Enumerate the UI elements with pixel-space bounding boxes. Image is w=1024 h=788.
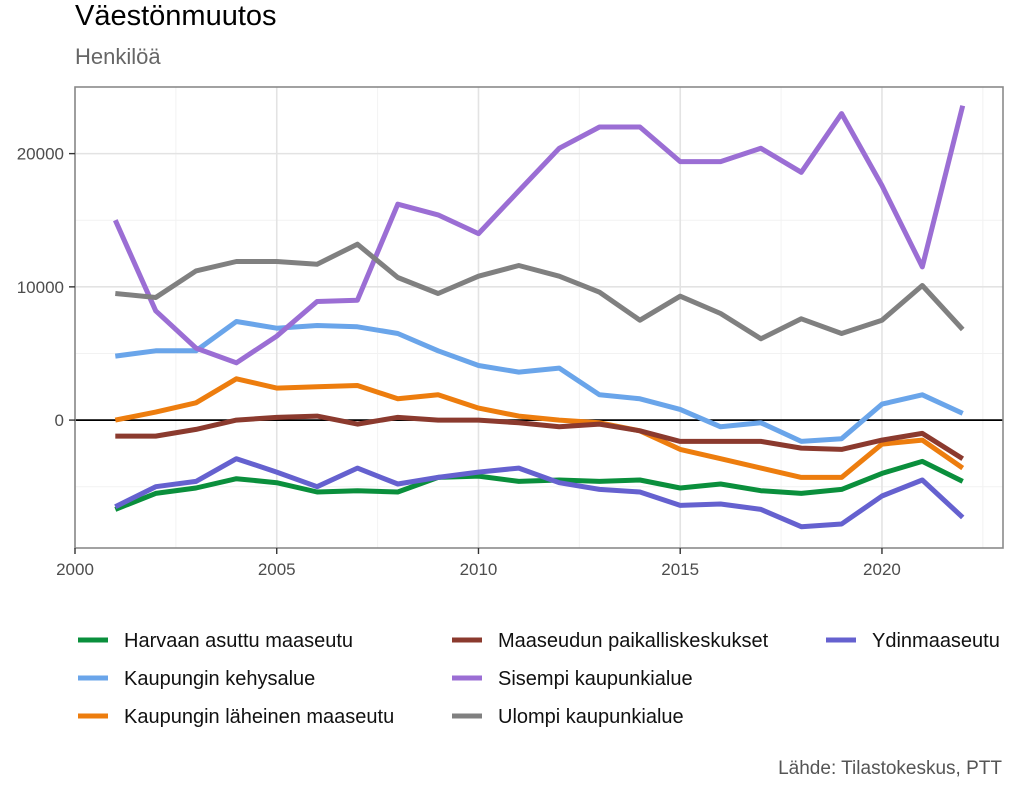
legend: Harvaan asuttu maaseutu Kaupungin kehysal… [78, 630, 1000, 728]
x-tick-label: 2020 [863, 560, 901, 579]
y-tick-label: 0 [55, 411, 64, 430]
x-tick-label: 2005 [258, 560, 296, 579]
legend-label: Ulompi kaupunkialue [498, 706, 684, 728]
legend-item-5: Sisempi kaupunkialue [452, 668, 693, 690]
legend-item-3: Kaupungin läheinen maaseutu [78, 706, 394, 728]
legend-item-7: Ydinmaaseutu [826, 630, 1000, 652]
legend-label: Sisempi kaupunkialue [498, 668, 693, 690]
series-line-5 [113, 105, 966, 366]
chart-title: Väestönmuutos [75, 0, 277, 32]
series-line-4 [115, 413, 965, 461]
series-line-7 [114, 456, 965, 530]
series-line-3 [114, 376, 965, 480]
series-line-1 [114, 458, 964, 512]
legend-label: Kaupungin kehysalue [124, 668, 315, 690]
series-line-6 [115, 241, 965, 342]
axis-layer: 2000 2005 2010 2015 2020 0 10000 20000 [17, 145, 901, 579]
series-line-2 [114, 319, 964, 444]
y-tick-label: 20000 [17, 145, 64, 164]
panel-border [74, 86, 1004, 549]
x-tick-label: 2000 [56, 560, 94, 579]
legend-label: Kaupungin läheinen maaseutu [124, 706, 394, 728]
x-tick-label: 2015 [661, 560, 699, 579]
legend-item-4: Maaseudun paikalliskeskukset [452, 630, 769, 652]
series-layer [113, 105, 966, 530]
legend-label: Harvaan asuttu maaseutu [124, 630, 353, 652]
chart-subtitle: Henkilöä [75, 44, 161, 69]
y-tick-label: 10000 [17, 278, 64, 297]
legend-item-2: Kaupungin kehysalue [78, 668, 315, 690]
source-caption: Lähde: Tilastokeskus, PTT [778, 758, 1002, 779]
legend-label: Maaseudun paikalliskeskukset [498, 630, 769, 652]
legend-item-1: Harvaan asuttu maaseutu [78, 630, 353, 652]
x-tick-label: 2010 [460, 560, 498, 579]
grid-layer [74, 87, 1003, 548]
legend-item-6: Ulompi kaupunkialue [452, 706, 684, 728]
legend-label: Ydinmaaseutu [872, 630, 1000, 652]
